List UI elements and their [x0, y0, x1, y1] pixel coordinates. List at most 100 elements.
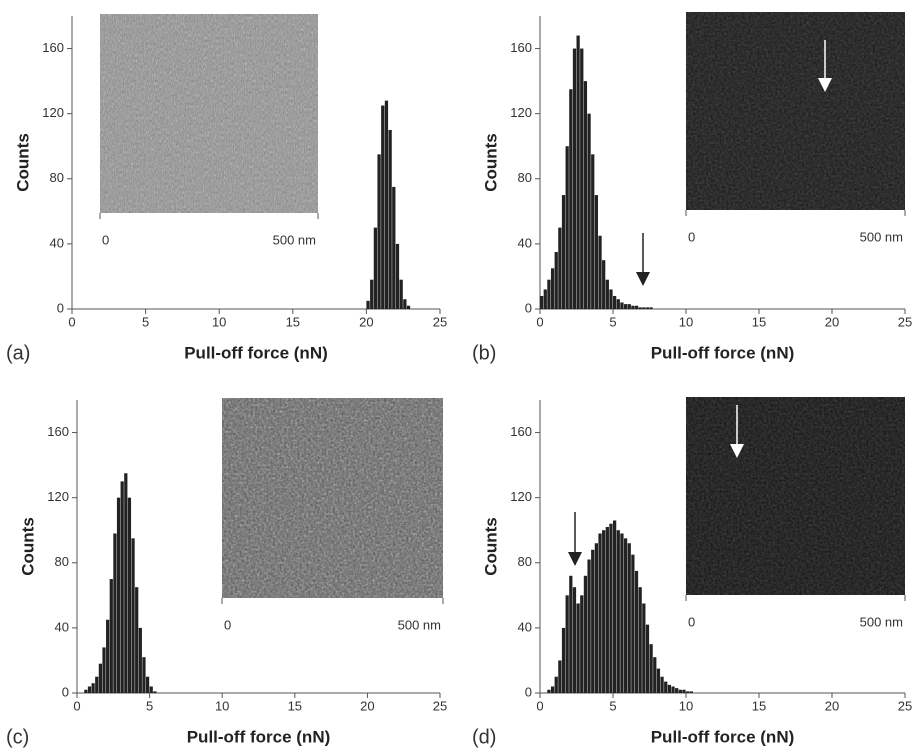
histogram-bar	[671, 686, 675, 693]
histogram-panel: 0 500 nm 0 5 10 15 20 25 0 40 80 120 160 Pull-off for…	[472, 12, 912, 364]
x-tick-label: 20	[825, 314, 839, 329]
x-tick-label: 20	[360, 698, 374, 713]
x-tick-label: 15	[286, 314, 300, 329]
histogram-bar	[660, 676, 664, 693]
x-axis-label: Pull-off force (nN)	[651, 727, 795, 746]
y-tick-label: 160	[510, 424, 532, 439]
y-tick-label: 40	[50, 235, 64, 250]
histogram-bar	[623, 304, 628, 309]
histogram-bar	[406, 305, 411, 309]
arrow-head	[730, 444, 744, 458]
histogram-bar	[554, 252, 558, 309]
histogram-bar	[576, 35, 580, 310]
histogram-bar	[682, 689, 686, 693]
histogram-bar	[561, 195, 566, 309]
y-tick-label: 80	[50, 170, 64, 185]
inset-tick-label: 500 nm	[860, 614, 903, 629]
histogram-bar	[616, 530, 620, 693]
histogram-bar	[116, 497, 121, 693]
histogram-bar	[580, 48, 584, 310]
y-tick-label: 40	[518, 619, 532, 634]
histogram-bar	[565, 595, 569, 693]
histogram-bar	[127, 497, 132, 693]
histogram-bar	[656, 668, 661, 693]
y-tick-label: 0	[525, 300, 532, 315]
histogram-bar	[605, 279, 609, 309]
inset-tick-label: 0	[224, 617, 231, 632]
histogram-bar	[561, 627, 566, 693]
panel-label: (b)	[472, 342, 496, 364]
inset-tick-label: 500 nm	[860, 229, 903, 244]
histogram-bar	[686, 691, 690, 693]
histogram-bar	[120, 481, 124, 693]
inset-tick-label: 500 nm	[273, 232, 316, 247]
histogram-bar	[587, 113, 591, 310]
histogram-bar	[627, 543, 631, 693]
histogram-bar	[598, 533, 602, 693]
histogram-bar	[109, 579, 113, 693]
histogram-bar	[602, 260, 606, 309]
histogram-bar	[678, 689, 682, 693]
y-tick-label: 0	[62, 684, 69, 699]
histogram-bar	[547, 279, 551, 309]
y-axis-label: Counts	[18, 517, 37, 576]
histogram-bar	[84, 689, 88, 693]
y-tick-label: 120	[510, 105, 532, 120]
histogram-bar	[645, 307, 650, 309]
x-tick-label: 25	[433, 314, 447, 329]
y-tick-label: 0	[525, 684, 532, 699]
x-tick-label: 10	[212, 314, 226, 329]
x-tick-label: 5	[146, 698, 153, 713]
histogram-bar	[675, 688, 679, 693]
histogram-bar	[543, 289, 547, 309]
x-tick-label: 25	[433, 698, 447, 713]
histogram-bar	[395, 243, 400, 309]
histogram-bar	[598, 235, 602, 309]
histogram-bar	[540, 295, 544, 309]
histogram-bar	[664, 681, 668, 693]
histogram-bar	[392, 186, 396, 309]
histogram-bar	[634, 305, 639, 309]
y-tick-label: 160	[510, 40, 532, 55]
histogram-bar	[634, 570, 639, 693]
x-axis-label: Pull-off force (nN)	[651, 343, 795, 362]
histogram-bar	[591, 549, 595, 693]
x-tick-label: 10	[679, 314, 693, 329]
histogram-bar	[569, 575, 573, 693]
histogram-bar	[572, 48, 577, 310]
x-tick-label: 10	[679, 698, 693, 713]
histogram-bar	[613, 295, 617, 309]
histogram-bar	[558, 227, 562, 309]
arrow-head	[636, 272, 650, 286]
histogram-bar	[642, 307, 646, 309]
histogram-bar	[649, 644, 653, 693]
histogram-panel: 0 500 nm 0 5 10 15 20 25 0 40 80 120 160 Pull-off for…	[6, 14, 447, 364]
histogram-bar	[153, 691, 157, 693]
inset-image-noise	[686, 12, 905, 210]
histogram-bar	[645, 624, 650, 693]
histogram-bar	[591, 154, 595, 309]
y-axis-label: Counts	[481, 133, 500, 192]
x-tick-label: 0	[536, 314, 543, 329]
histogram-bar	[609, 523, 613, 693]
x-tick-label: 25	[898, 698, 912, 713]
histogram-bar	[583, 575, 588, 693]
histogram-bar	[653, 657, 657, 693]
histogram-bar	[620, 533, 624, 693]
y-tick-label: 40	[518, 235, 532, 250]
histogram-bar	[131, 538, 135, 693]
histogram-bar	[366, 300, 370, 309]
histogram-panel: 0 500 nm 0 5 10 15 20 25 0 40 80 120 160 Pull-off for…	[472, 397, 912, 748]
histogram-bar	[399, 279, 403, 309]
histogram-bar	[550, 686, 555, 693]
histogram-bar	[98, 663, 103, 693]
histogram-bar	[642, 603, 646, 693]
inset-image-noise	[686, 397, 905, 595]
x-tick-label: 0	[536, 698, 543, 713]
y-tick-label: 40	[55, 619, 69, 634]
y-tick-label: 80	[55, 554, 69, 569]
x-tick-label: 5	[609, 314, 616, 329]
x-tick-label: 10	[215, 698, 229, 713]
histogram-bar	[138, 627, 142, 693]
histogram-bar	[616, 299, 620, 309]
